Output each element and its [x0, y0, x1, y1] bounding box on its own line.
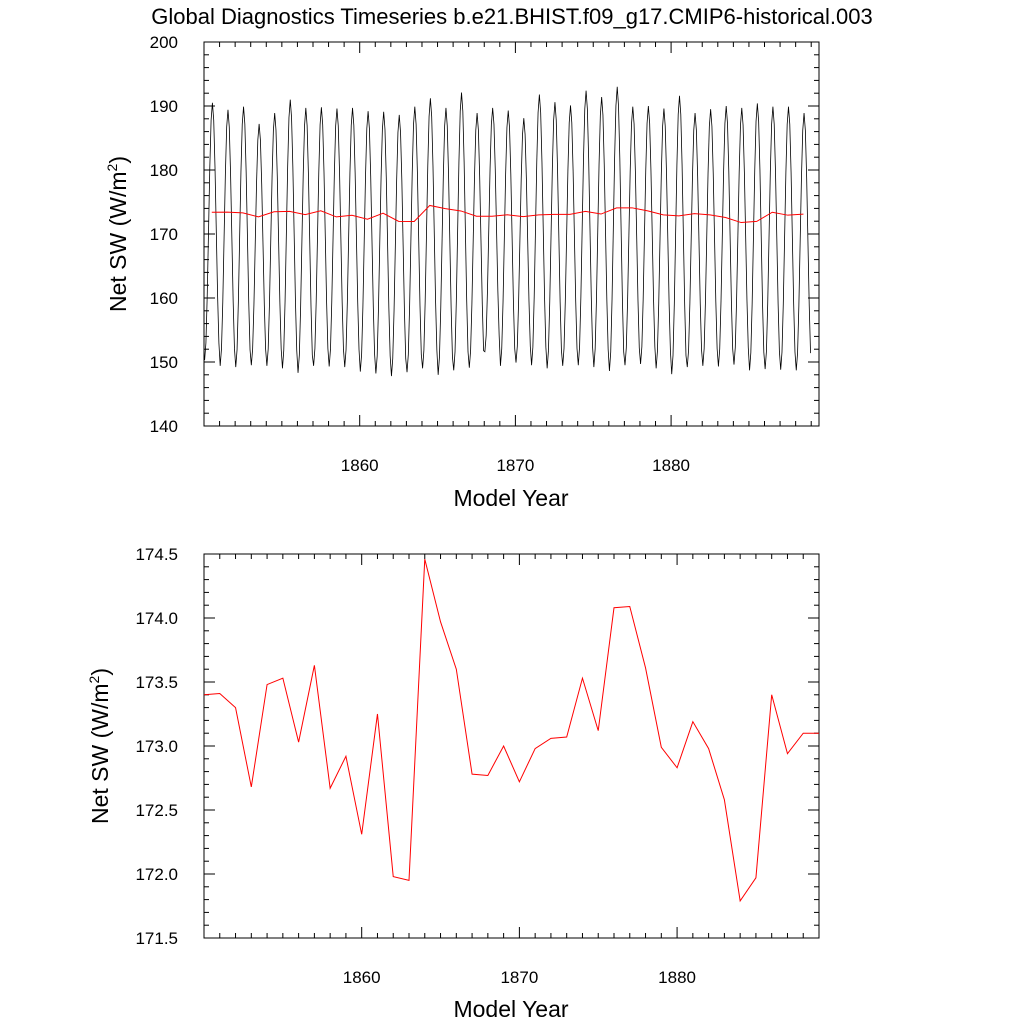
y-tick-label: 180 [150, 161, 178, 180]
top-minor-ticks [203, 41, 819, 427]
bottom-y-label-superscript: 2 [86, 675, 102, 683]
y-tick-label: 160 [150, 289, 178, 308]
y-tick-label: 173.5 [135, 673, 178, 692]
y-tick-label: 150 [150, 353, 178, 372]
bottom-y-axis-label: Net SW (W/m2) [86, 668, 113, 824]
y-tick-label: 140 [150, 417, 178, 436]
y-tick-label: 172.0 [135, 865, 178, 884]
monthly-series-line [204, 86, 811, 377]
bottom-y-label-main: Net SW (W/m [87, 683, 113, 824]
bottom-y-label-close: ) [87, 668, 113, 676]
x-tick-label: 1880 [652, 456, 690, 475]
x-tick-label: 1870 [496, 456, 534, 475]
top-major-ticks [204, 41, 819, 427]
x-tick-label: 1880 [658, 968, 696, 987]
y-tick-label: 172.5 [135, 801, 178, 820]
bottom-x-axis-label: Model Year [453, 996, 568, 1022]
top-y-tick-labels: 140 150 160 170 180 190 200 [150, 33, 178, 436]
bottom-y-tick-labels: 171.5 172.0 172.5 173.0 173.5 174.0 174.5 [135, 545, 178, 948]
bottom-major-ticks [204, 553, 819, 939]
top-y-label-main: Net SW (W/m [105, 171, 131, 312]
annual-series-line [211, 204, 804, 224]
top-y-label-close: ) [105, 156, 131, 164]
y-tick-label: 190 [150, 97, 178, 116]
top-plot-frame [203, 41, 820, 427]
y-tick-label: 174.0 [135, 609, 178, 628]
top-y-axis-label: Net SW (W/m2) [104, 156, 131, 312]
chart-title: Global Diagnostics Timeseries b.e21.BHIS… [151, 4, 872, 29]
y-tick-label: 171.5 [135, 929, 178, 948]
bottom-x-tick-labels: 1860 1870 1880 [343, 968, 696, 987]
top-panel: 1860 1870 1880 140 150 160 170 180 190 200 Model… [104, 33, 820, 511]
bottom-plot-frame [203, 553, 820, 939]
y-tick-label: 174.5 [135, 545, 178, 564]
bottom-minor-ticks [203, 553, 820, 939]
annual-zoom-series-line [203, 558, 819, 903]
x-tick-label: 1860 [343, 968, 381, 987]
top-x-tick-labels: 1860 1870 1880 [341, 456, 690, 475]
x-tick-label: 1860 [341, 456, 379, 475]
bottom-panel: 1860 1870 1880 171.5172.0172.5173.0173.517… [86, 545, 820, 1022]
y-tick-label: 200 [150, 33, 178, 52]
top-x-axis-label: Model Year [453, 485, 568, 511]
y-tick-label: 173.0 [135, 737, 178, 756]
x-tick-label: 1870 [500, 968, 538, 987]
top-y-label-superscript: 2 [104, 163, 120, 171]
y-tick-label: 170 [150, 225, 178, 244]
